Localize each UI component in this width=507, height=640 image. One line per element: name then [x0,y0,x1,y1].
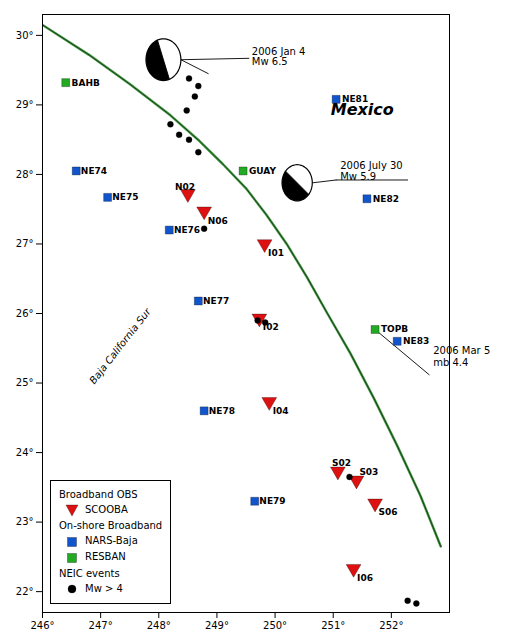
svg-text:TOPB: TOPB [381,324,408,334]
html-text:SCOOBA: SCOOBA [85,503,128,515]
svg-text:S03: S03 [359,467,378,477]
svg-text:2006 Jan 4: 2006 Jan 4 [252,46,306,57]
svg-text:251°: 251° [321,620,345,631]
svg-text:Mw 6.5: Mw 6.5 [252,56,288,67]
html-text:Broadband OBS: Broadband OBS [59,488,138,500]
svg-text:22°: 22° [16,586,34,597]
svg-text:NE81: NE81 [341,94,369,105]
svg-text:BAHB: BAHB [72,78,100,88]
svg-text:25°: 25° [16,377,34,388]
svg-text:NE83: NE83 [403,336,429,346]
svg-text:247°: 247° [89,620,113,631]
svg-text:249°: 249° [205,620,229,631]
svg-text:252°: 252° [379,620,403,631]
svg-text:NE75: NE75 [112,192,138,202]
svg-text:N06: N06 [208,216,228,226]
svg-text:I06: I06 [357,573,373,583]
html-text:NEIC events: NEIC events [59,567,120,579]
svg-text:27°: 27° [16,238,34,249]
svg-text:NE82: NE82 [373,194,399,204]
svg-text:I04: I04 [273,406,289,416]
svg-text:28°: 28° [16,169,34,180]
svg-text:24°: 24° [16,447,34,458]
svg-text:S02: S02 [332,458,351,468]
svg-text:2006 Mar 5: 2006 Mar 5 [433,345,490,356]
svg-text:246°: 246° [30,620,54,631]
svg-text:Mw 5.9: Mw 5.9 [340,171,376,182]
html-text:Mw > 4: Mw > 4 [85,582,123,594]
svg-text:NE78: NE78 [209,406,235,416]
html-text:NARS-Baja: NARS-Baja [85,535,138,547]
svg-text:I02: I02 [262,322,279,333]
svg-text:29°: 29° [16,99,34,110]
svg-text:NE79: NE79 [259,496,285,506]
svg-text:248°: 248° [147,620,171,631]
svg-text:S06: S06 [379,507,398,517]
svg-text:mb 4.4: mb 4.4 [433,357,468,368]
svg-text:NE74: NE74 [81,166,107,176]
svg-text:N02: N02 [175,182,195,192]
svg-text:23°: 23° [16,516,34,527]
svg-text:250°: 250° [263,620,287,631]
html-text:RESBAN: RESBAN [85,551,126,563]
svg-text:I01: I01 [268,248,284,258]
svg-text:NE77: NE77 [203,296,229,306]
html-text:On-shore Broadband: On-shore Broadband [59,520,163,531]
svg-text:26°: 26° [16,308,34,319]
svg-text:GUAY: GUAY [249,166,277,176]
svg-text:Mexico: Mexico [331,100,394,119]
svg-text:2006 July 30: 2006 July 30 [340,160,403,171]
svg-text:Baja California Sur: Baja California Sur [87,306,153,387]
svg-text:30°: 30° [16,30,34,41]
svg-text:NE76: NE76 [174,225,200,235]
